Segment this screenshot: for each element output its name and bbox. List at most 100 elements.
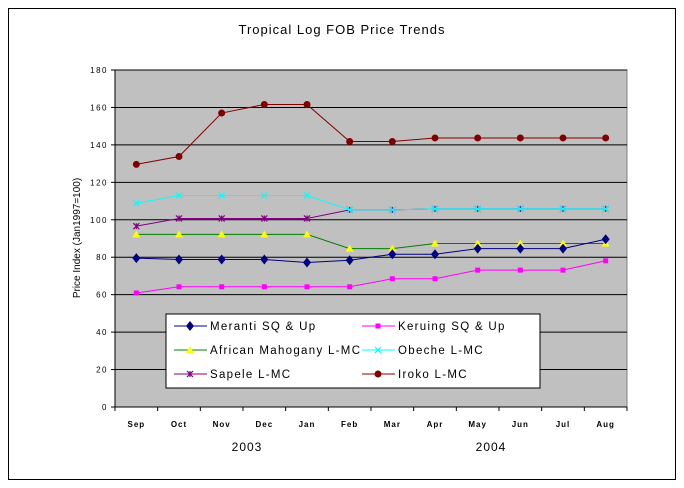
star-marker bbox=[175, 215, 183, 222]
square-marker bbox=[176, 284, 182, 290]
star-marker bbox=[218, 215, 226, 222]
circle-marker bbox=[602, 134, 610, 142]
x-tick-label: May bbox=[468, 420, 487, 429]
square-marker bbox=[375, 323, 381, 329]
series-keruing-sq-up bbox=[133, 258, 609, 296]
diamond-marker bbox=[473, 243, 482, 254]
x-marker bbox=[474, 205, 482, 213]
y-tick-label: 180 bbox=[90, 66, 108, 75]
legend-label: Sapele L-MC bbox=[210, 369, 291, 381]
diamond-marker bbox=[186, 321, 194, 331]
y-tick-label: 20 bbox=[96, 366, 108, 375]
x-tick-label: Mar bbox=[384, 420, 401, 429]
circle-marker bbox=[374, 370, 382, 378]
diamond-marker bbox=[175, 254, 183, 265]
series-obeche-l-mc bbox=[132, 192, 610, 214]
x-tick-label: Apr bbox=[427, 420, 444, 429]
legend-item: Obeche L-MC bbox=[362, 345, 483, 357]
series-line bbox=[136, 194, 606, 211]
x-marker bbox=[431, 205, 439, 213]
square-marker bbox=[347, 284, 353, 290]
x-marker bbox=[303, 192, 311, 199]
circle-marker bbox=[260, 100, 268, 108]
x-tick-label: Nov bbox=[213, 420, 231, 429]
circle-marker bbox=[388, 138, 396, 146]
square-marker bbox=[304, 284, 310, 290]
x-tick-label: Feb bbox=[341, 420, 358, 429]
star-marker bbox=[260, 215, 268, 222]
square-marker bbox=[517, 267, 523, 273]
x-tick-label: Jan bbox=[299, 420, 316, 429]
diamond-marker bbox=[388, 249, 397, 260]
triangle-marker bbox=[388, 244, 397, 252]
triangle-marker bbox=[559, 239, 567, 247]
series-african-mahogany-l-mc bbox=[132, 230, 610, 252]
x-tick-label: Sep bbox=[127, 420, 145, 429]
circle-marker bbox=[474, 134, 482, 142]
x-marker bbox=[346, 206, 354, 214]
triangle-marker bbox=[303, 230, 311, 238]
diamond-marker bbox=[601, 234, 610, 245]
legend-item: Keruing SQ & Up bbox=[362, 321, 506, 333]
circle-marker bbox=[559, 134, 567, 142]
legend-item: Meranti SQ & Up bbox=[174, 321, 316, 333]
x-marker bbox=[374, 346, 382, 354]
triangle-marker bbox=[186, 346, 194, 353]
diamond-marker bbox=[132, 253, 141, 264]
y-tick-label: 80 bbox=[96, 253, 108, 262]
series-iroko-l-mc bbox=[132, 100, 610, 168]
x-marker bbox=[559, 205, 567, 213]
circle-marker bbox=[431, 134, 439, 142]
circle-marker bbox=[175, 152, 183, 160]
circle-marker bbox=[516, 134, 524, 142]
legend: Meranti SQ & Up Keruing SQ & Up African Ma… bbox=[165, 313, 541, 389]
legend-box bbox=[165, 313, 541, 389]
x-marker bbox=[260, 192, 268, 199]
x-marker bbox=[602, 205, 610, 213]
y-tick-label: 60 bbox=[96, 291, 108, 300]
circle-marker bbox=[132, 160, 140, 168]
circle-marker bbox=[346, 138, 354, 146]
circle-marker bbox=[218, 109, 226, 117]
square-marker bbox=[432, 276, 438, 282]
square-marker bbox=[133, 290, 139, 296]
chart-title: Tropical Log FOB Price Trends bbox=[239, 22, 446, 37]
diamond-marker bbox=[559, 243, 567, 254]
y-tick-label: 100 bbox=[90, 216, 108, 225]
legend-item: Iroko L-MC bbox=[362, 369, 467, 381]
y-tick-label: 40 bbox=[96, 328, 108, 337]
x-marker bbox=[175, 192, 183, 199]
x-tick-label: Jul bbox=[556, 420, 571, 429]
x-tick-label: Jun bbox=[512, 420, 529, 429]
series-line bbox=[136, 260, 606, 294]
x-tick-label: Dec bbox=[255, 420, 273, 429]
x-tick-label: Aug bbox=[596, 420, 615, 429]
triangle-marker bbox=[431, 239, 439, 247]
chart-frame bbox=[8, 8, 676, 480]
diamond-marker bbox=[217, 254, 226, 265]
diamond-marker bbox=[431, 249, 439, 260]
circle-marker bbox=[303, 100, 311, 108]
x-marker bbox=[516, 205, 524, 213]
diamond-marker bbox=[345, 255, 354, 266]
square-marker bbox=[475, 267, 481, 273]
star-marker bbox=[132, 222, 140, 230]
series-meranti-sq-up bbox=[132, 234, 610, 268]
triangle-marker bbox=[132, 230, 141, 238]
y-tick-label: 140 bbox=[90, 141, 108, 150]
star-marker bbox=[303, 215, 311, 222]
square-marker bbox=[261, 284, 267, 290]
legend-label: Keruing SQ & Up bbox=[398, 321, 506, 333]
diamond-marker bbox=[260, 254, 269, 265]
square-marker bbox=[219, 284, 225, 290]
y-tick-label: 120 bbox=[90, 178, 108, 187]
diamond-marker bbox=[516, 243, 525, 254]
legend-label: Meranti SQ & Up bbox=[210, 321, 316, 333]
x-marker bbox=[388, 206, 396, 214]
legend-label: African Mahogany L-MC bbox=[210, 345, 361, 357]
x-marker bbox=[132, 199, 140, 207]
triangle-marker bbox=[175, 230, 183, 238]
triangle-marker bbox=[260, 230, 269, 238]
y-tick-label: 0 bbox=[102, 403, 108, 412]
